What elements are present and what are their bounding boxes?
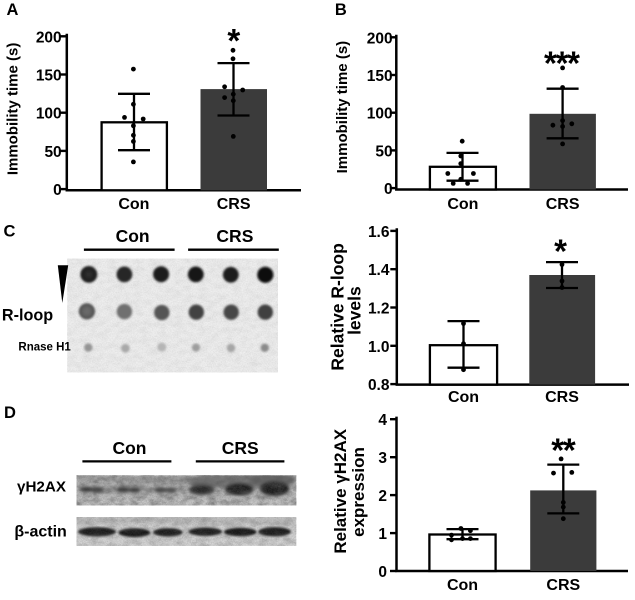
svg-text:Rnase H1: Rnase H1 — [18, 342, 71, 354]
svg-text:Con: Con — [448, 389, 479, 406]
svg-text:β-actin: β-actin — [14, 524, 66, 541]
svg-text:CRS: CRS — [546, 196, 580, 213]
svg-text:200: 200 — [367, 30, 393, 47]
svg-text:100: 100 — [36, 106, 62, 123]
svg-text:0: 0 — [378, 564, 387, 581]
svg-text:*: * — [556, 45, 569, 82]
svg-text:50: 50 — [44, 144, 61, 161]
svg-text:3: 3 — [378, 450, 387, 467]
svg-text:4: 4 — [378, 412, 387, 429]
svg-text:0: 0 — [53, 182, 62, 199]
svg-text:*: * — [567, 45, 580, 82]
svg-text:*: * — [551, 432, 564, 469]
svg-text:Immobility time (s): Immobility time (s) — [5, 43, 22, 176]
svg-text:Con: Con — [447, 577, 478, 594]
svg-text:expression: expression — [349, 447, 368, 537]
svg-text:CRS: CRS — [545, 389, 579, 406]
svg-text:*: * — [227, 22, 240, 59]
svg-text:levels: levels — [345, 286, 365, 335]
svg-text:1.6: 1.6 — [368, 224, 390, 241]
svg-text:R-loop: R-loop — [2, 306, 53, 324]
svg-text:1: 1 — [378, 526, 387, 543]
svg-text:Con: Con — [118, 196, 149, 213]
svg-text:Relative γH2AX: Relative γH2AX — [331, 428, 350, 553]
svg-text:150: 150 — [367, 68, 393, 85]
svg-text:Relative R-loop: Relative R-loop — [327, 243, 347, 370]
svg-text:Con: Con — [447, 196, 478, 213]
svg-text:1.2: 1.2 — [368, 301, 390, 318]
svg-text:γH2AX: γH2AX — [17, 479, 66, 496]
svg-text:D: D — [4, 404, 16, 422]
svg-text:CRS: CRS — [217, 196, 251, 213]
svg-text:0: 0 — [384, 181, 393, 198]
svg-text:50: 50 — [375, 143, 392, 160]
svg-text:1.0: 1.0 — [368, 339, 390, 356]
svg-text:A: A — [7, 1, 19, 19]
svg-text:Con: Con — [116, 226, 150, 246]
svg-text:*: * — [563, 432, 576, 469]
svg-text:150: 150 — [36, 68, 62, 85]
svg-text:CRS: CRS — [222, 438, 259, 458]
svg-text:2: 2 — [378, 488, 387, 505]
svg-text:Con: Con — [112, 438, 146, 458]
svg-text:1.4: 1.4 — [368, 262, 390, 279]
svg-text:CRS: CRS — [546, 577, 580, 594]
svg-text:*: * — [554, 233, 567, 270]
svg-text:100: 100 — [367, 106, 393, 123]
svg-text:200: 200 — [36, 29, 62, 46]
svg-text:C: C — [4, 222, 16, 240]
svg-text:CRS: CRS — [216, 226, 253, 246]
svg-text:Immobility time (s): Immobility time (s) — [334, 41, 351, 174]
svg-text:B: B — [335, 1, 347, 19]
svg-text:*: * — [544, 45, 557, 82]
svg-text:0.8: 0.8 — [368, 377, 390, 394]
